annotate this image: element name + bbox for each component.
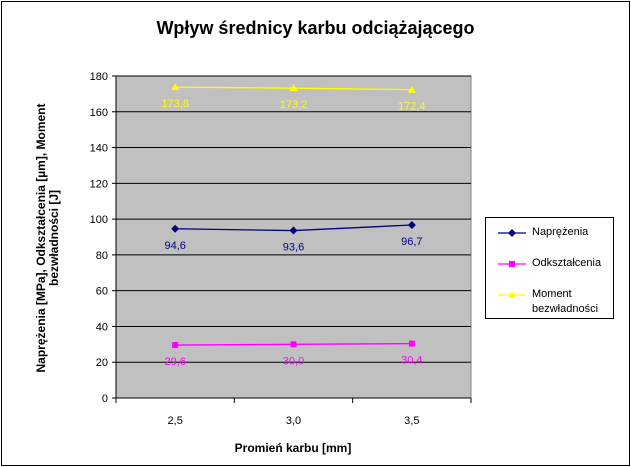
series-0-data-label-0: 94,6	[164, 240, 185, 252]
legend-swatch-moment	[498, 291, 526, 298]
legend: Naprężenia Odkształcenia Moment bezwładn…	[485, 217, 614, 319]
x-axis-title: Promień karbu [mm]	[234, 441, 352, 455]
legend-label-odksztalcenia: Odkształcenia	[532, 257, 602, 269]
series-0-point-0	[171, 224, 180, 233]
series-1-point-1	[290, 341, 297, 348]
x-tick-label-1: 3,0	[286, 415, 301, 427]
legend-label-moment: Moment bezwładności	[532, 288, 599, 315]
legend-swatch-naprezenia	[498, 229, 526, 237]
y-tick-label-3: 60	[96, 286, 108, 298]
y-tick-label-7: 140	[90, 143, 108, 155]
series-0-point-1	[289, 226, 298, 235]
y-tick-label-2: 40	[96, 321, 108, 333]
x-tick-label-2: 3,5	[404, 415, 419, 427]
series-2-point-2	[407, 85, 416, 93]
legend-item-naprezenia: Naprężenia	[486, 224, 615, 242]
legend-label-naprezenia: Naprężenia	[532, 226, 589, 238]
y-tick-label-6: 120	[90, 178, 108, 190]
series-1-data-label-0: 29,6	[164, 356, 185, 368]
y-tick-label-9: 180	[90, 71, 108, 83]
y-tick-label-4: 80	[96, 250, 108, 262]
series-2-point-0	[171, 83, 180, 91]
series-0-point-2	[407, 221, 416, 230]
x-tick-label-0: 2,5	[168, 415, 183, 427]
y-tick-label-0: 0	[102, 393, 108, 405]
y-tick-label-1: 20	[96, 357, 108, 369]
series-2-point-1	[289, 84, 298, 92]
series-1-data-label-2: 30,4	[401, 355, 422, 367]
legend-item-moment: Moment bezwładności	[486, 286, 615, 316]
legend-swatch-odksztalcenia	[498, 261, 526, 267]
series-2-data-label-1: 173,2	[280, 99, 308, 111]
chart-title: Wpływ średnicy karbu odciążającego	[156, 18, 475, 38]
series-1-point-2	[408, 340, 415, 347]
series-2-data-label-2: 172,4	[398, 101, 426, 113]
y-tick-label-5: 100	[90, 214, 108, 226]
series-0-data-label-1: 93,6	[283, 242, 304, 254]
series-1-point-0	[172, 342, 179, 349]
series-1-data-label-1: 30,0	[283, 355, 304, 367]
series-0-data-label-2: 96,7	[401, 236, 422, 248]
series-2-data-label-0: 173,8	[161, 98, 189, 110]
legend-item-odksztalcenia: Odkształcenia	[486, 255, 615, 273]
y-tick-label-8: 160	[90, 107, 108, 119]
